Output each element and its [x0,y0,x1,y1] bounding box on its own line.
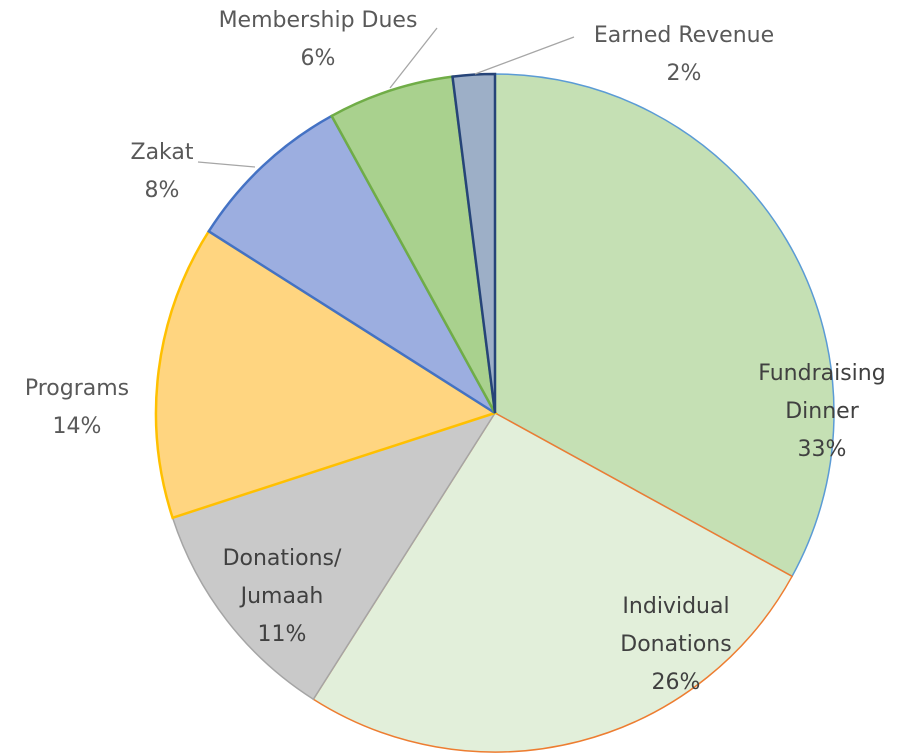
value-label: 33% [797,437,847,462]
data-label: Individual Donations 26% [596,588,756,702]
value-label: 2% [666,61,702,86]
category-label: Membership Dues [218,8,418,33]
category-label: Fundraising Dinner [758,361,886,424]
value-label: 26% [651,670,701,695]
pie-slice [312,412,794,753]
pie-slice [171,411,497,701]
data-label: Programs 14% [25,370,129,446]
value-label: 14% [52,414,102,439]
data-label: Membership Dues 6% [219,2,418,78]
category-label: Individual Donations [620,594,732,657]
pie-slice [154,229,498,520]
data-label: Earned Revenue 2% [594,17,774,93]
category-label: Donations/ Jumaah [222,546,342,609]
value-label: 6% [300,46,336,71]
leader-line [474,36,575,75]
category-label: Programs [24,376,130,401]
data-label: Fundraising Dinner 33% [742,355,902,469]
pie-slice [329,75,497,414]
leader-line [197,161,256,168]
category-label: Earned Revenue [593,23,775,48]
data-label: Donations/ Jumaah 11% [207,540,357,654]
value-label: 8% [144,178,180,203]
pie-slice [494,73,835,578]
data-label: Zakat 8% [130,134,193,210]
value-label: 11% [257,622,307,647]
category-label: Zakat [130,140,194,165]
leader-line [389,27,438,89]
pie-slice [207,114,497,415]
pie-slice [451,72,497,414]
